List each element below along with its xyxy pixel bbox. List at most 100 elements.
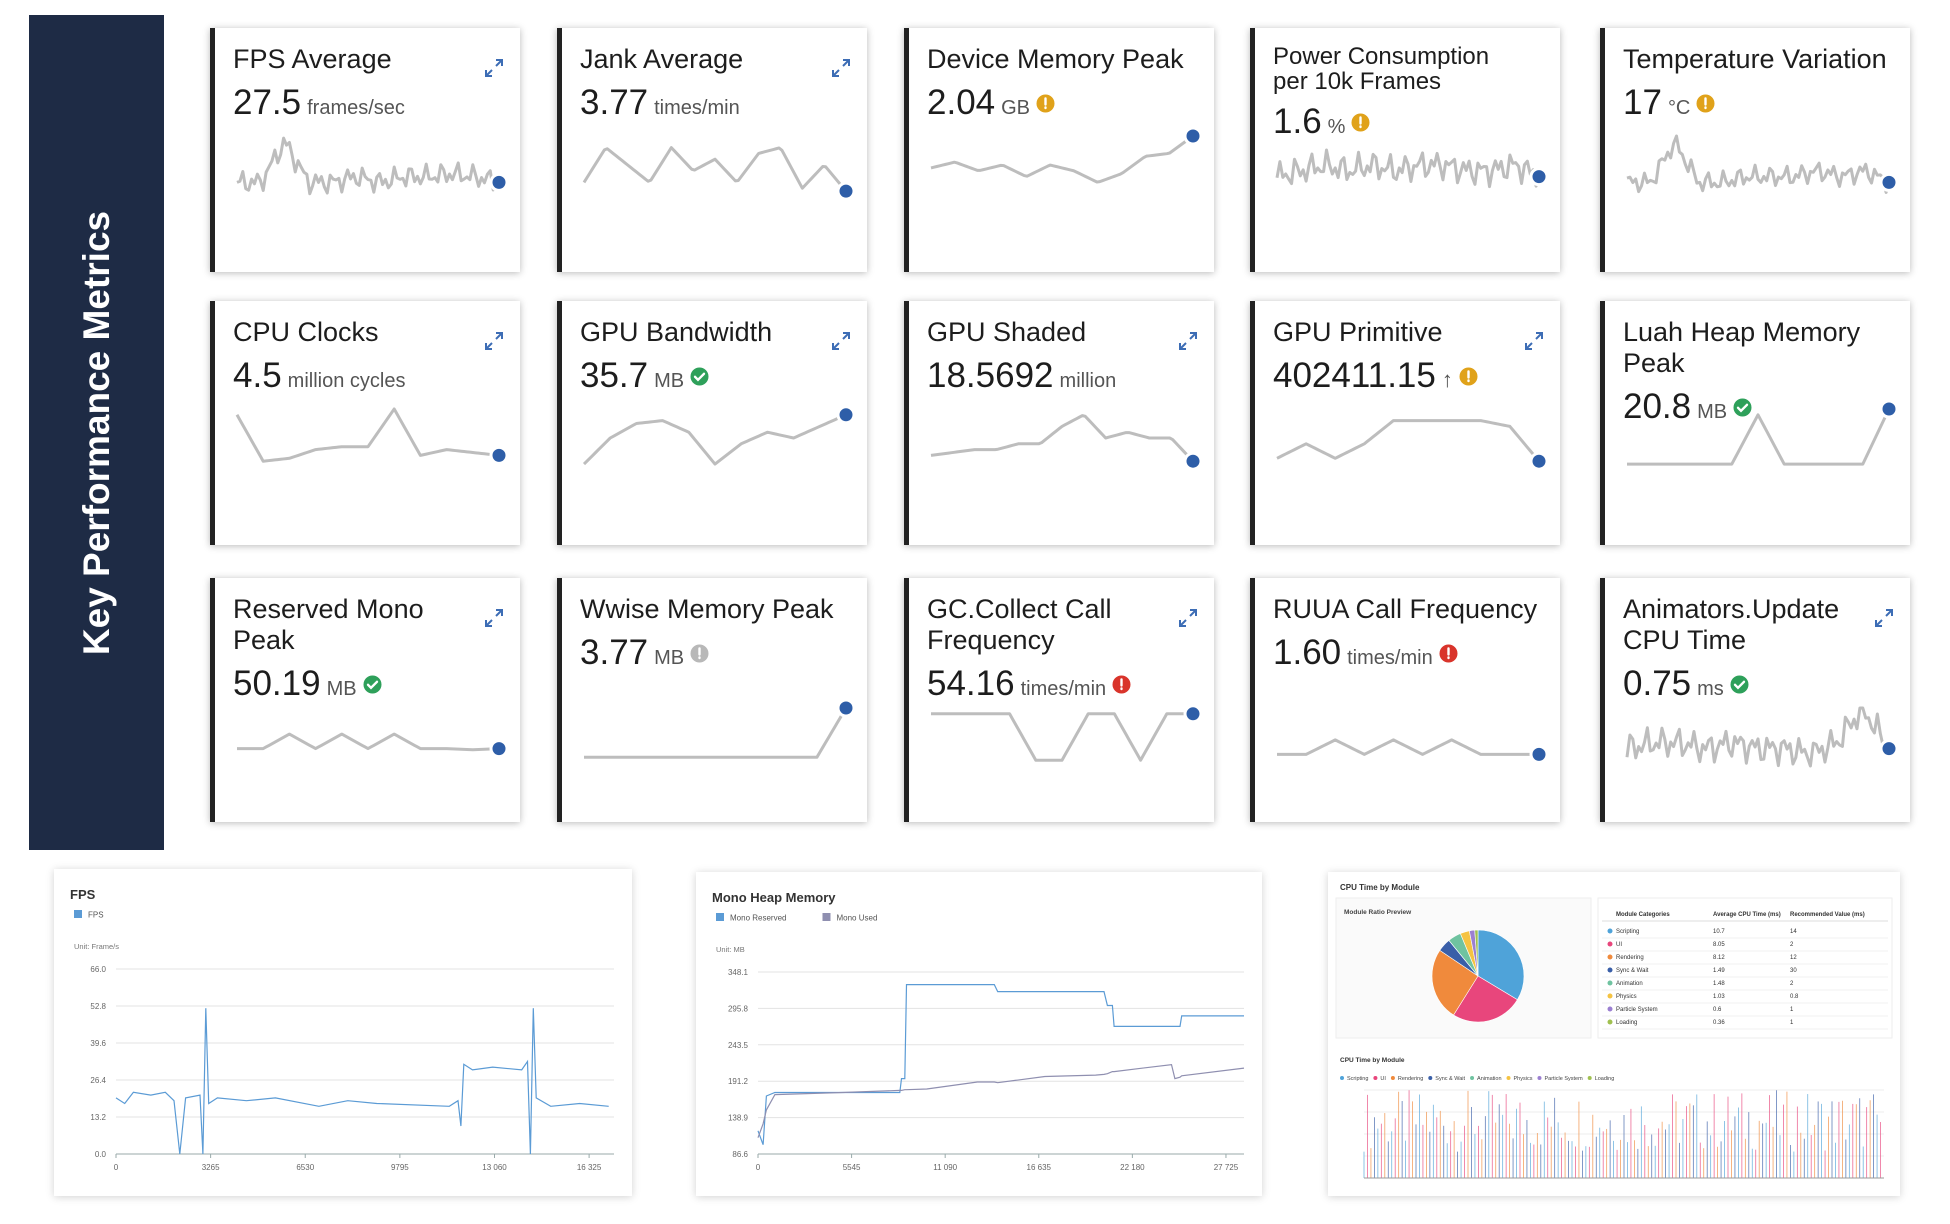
sparkline-end: [1529, 167, 1549, 187]
card-title: Animators.Update CPU Time: [1623, 594, 1840, 656]
legend-dot: [1340, 1076, 1344, 1080]
metric-unit: million: [1059, 370, 1117, 393]
y-tick-label: 243.5: [728, 1041, 749, 1050]
card-title: Reserved Mono Peak: [233, 594, 424, 656]
card-title: FPS Average: [233, 44, 392, 74]
metric-value: 4.5: [233, 356, 282, 396]
y-tick-label: 52.8: [90, 1002, 106, 1011]
y-tick-label: 39.6: [90, 1039, 106, 1048]
legend-label: Particle System: [1544, 1076, 1583, 1082]
legend-dot: [1506, 1076, 1511, 1080]
metric-card: GC.Collect Call Frequency 54.16 times/min: [904, 578, 1214, 822]
x-tick-label: 0: [756, 1163, 761, 1172]
sparkline-path: [236, 136, 501, 196]
metric-card: Device Memory Peak 2.04 GB: [904, 28, 1214, 272]
y-tick-label: 295.8: [728, 1004, 749, 1013]
legend-label: Mono Reserved: [730, 914, 786, 923]
y-tick-label: 138.9: [728, 1114, 749, 1123]
expand-button[interactable]: [484, 608, 504, 628]
expand-button[interactable]: [1178, 608, 1198, 628]
sparkline-end: [836, 698, 856, 718]
status-icon: [1733, 398, 1752, 417]
module-name: Physics: [1616, 994, 1637, 1000]
status-icon: [1459, 367, 1478, 386]
pie-slice: [1474, 929, 1479, 977]
sparkline-path: [1626, 134, 1891, 194]
sidebar: Key Performance Metrics: [29, 15, 164, 850]
metric-value: 35.7: [580, 356, 649, 396]
sparkline-end: [1879, 399, 1899, 419]
expand-button[interactable]: [1524, 331, 1544, 351]
legend-dot: [1537, 1076, 1542, 1080]
card-title: RUUA Call Frequency: [1273, 594, 1538, 624]
metric-card: Luah Heap Memory Peak 20.8 MB: [1600, 301, 1910, 545]
expand-glyph: [485, 609, 503, 627]
pie-slice: [1477, 929, 1525, 1001]
card-title: Luah Heap Memory Peak: [1623, 317, 1861, 379]
expand-button[interactable]: [484, 58, 504, 78]
expand-button[interactable]: [484, 331, 504, 351]
value-row: 0.75 ms: [1623, 664, 1910, 704]
x-tick-label: 3265: [202, 1163, 220, 1172]
status-glyph: [1733, 680, 1745, 690]
legend-label: Scripting: [1347, 1076, 1368, 1082]
module-name: UI: [1616, 942, 1622, 948]
legend-swatch: [74, 910, 82, 918]
average-time: 8.05: [1713, 942, 1725, 948]
sparkline: [930, 414, 1203, 471]
recommended-value: 2: [1790, 981, 1794, 987]
x-tick-label: 13 060: [482, 1163, 507, 1172]
value-row: 402411.15 ↑: [1273, 356, 1560, 396]
pie-slice: [1453, 975, 1518, 1023]
expand-button[interactable]: [831, 58, 851, 78]
metric-value: 18.5692: [927, 356, 1054, 396]
legend-dot: [1470, 1076, 1475, 1080]
status-glyph: [693, 372, 706, 382]
y-tick-label: 86.6: [732, 1150, 748, 1159]
sparkline: [1625, 706, 1899, 768]
card-title: CPU Clocks: [233, 317, 379, 347]
module-name: Scripting: [1616, 929, 1639, 935]
recommended-value: 2: [1790, 942, 1794, 948]
x-tick-label: 5545: [843, 1163, 861, 1172]
legend-dot: [1607, 1006, 1613, 1012]
legend-dot: [1373, 1076, 1378, 1080]
sparkline-path: [235, 407, 500, 463]
metric-unit: ms: [1697, 678, 1724, 701]
recommended-value: 30: [1790, 968, 1797, 974]
module-name: Particle System: [1616, 1007, 1658, 1013]
metric-unit: frames/sec: [307, 97, 405, 120]
metric-card: GPU Bandwidth 35.7 MB: [557, 301, 867, 545]
expand-button[interactable]: [1178, 331, 1198, 351]
value-row: 17 °C: [1623, 83, 1910, 123]
status-icon: [363, 675, 382, 694]
expand-button[interactable]: [831, 331, 851, 351]
sparkline-path: [1276, 419, 1541, 463]
chart-panel: CPU Time by Module Module Ratio Preview Mo…: [1328, 872, 1900, 1196]
legend-dot: [1587, 1076, 1592, 1080]
metric-unit: million cycles: [287, 370, 406, 393]
x-tick-label: 22 180: [1120, 1163, 1145, 1172]
metric-card: FPS Average 27.5 frames/sec: [210, 28, 520, 272]
value-row: 54.16 times/min: [927, 664, 1214, 704]
sparkline-end: [1183, 451, 1203, 471]
average-time: 0.6: [1713, 1007, 1722, 1013]
recommended-value: 0.8: [1790, 994, 1799, 1000]
status-dot: [1730, 675, 1749, 694]
metric-unit: times/min: [654, 97, 740, 120]
timeline-title: CPU Time by Module: [1340, 1057, 1405, 1064]
expand-button[interactable]: [1874, 608, 1894, 628]
metric-unit: times/min: [1347, 647, 1433, 670]
metric-unit: MB: [326, 678, 357, 701]
sparkline-path: [930, 134, 1194, 184]
status-dot: [363, 675, 382, 694]
sparkline-path: [1277, 738, 1539, 756]
table-header: Recommended Value (ms): [1790, 912, 1865, 918]
sparkline-end: [1879, 172, 1899, 192]
table-header: Module Categories: [1616, 912, 1670, 918]
sparkline: [1276, 419, 1549, 471]
sparkline-path: [584, 707, 848, 759]
sparkline-path: [237, 732, 500, 752]
value-row: 1.6%: [1273, 102, 1560, 142]
average-time: 1.48: [1713, 981, 1725, 987]
